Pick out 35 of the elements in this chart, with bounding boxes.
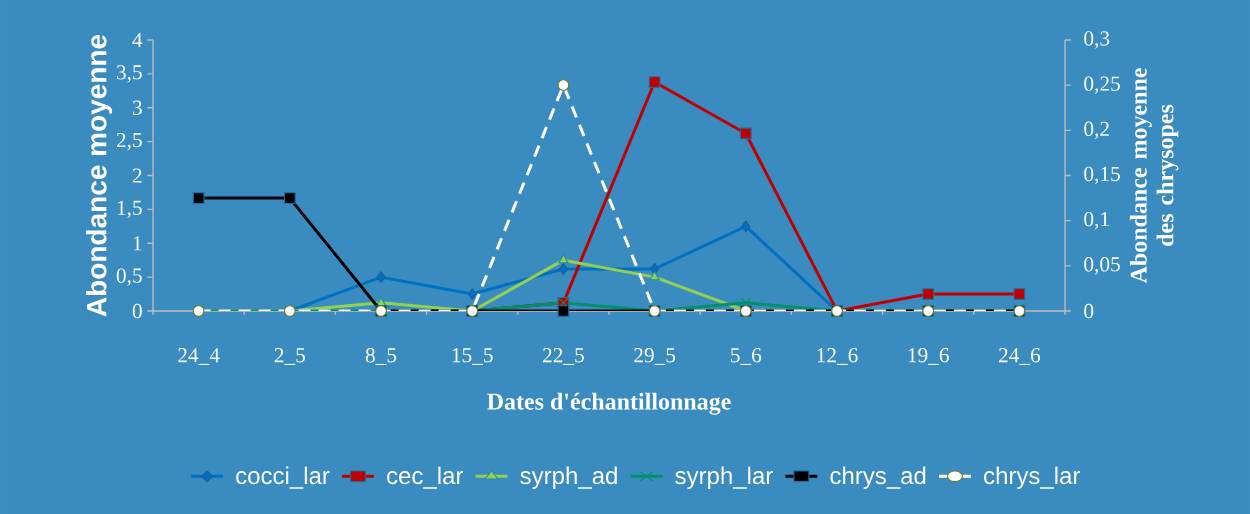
y2-tick-label: 0,1 [1084,211,1109,230]
y2-tick-label: 0 [1084,303,1094,319]
y-tick-label: 0,5 [116,268,142,286]
y-tick-label: 3,5 [116,65,142,83]
x-tick-label: 15_5 [452,348,493,365]
legend-label: chrys_lar [984,466,1080,489]
legend-label: syrph_lar [675,466,773,489]
x-tick-label: 12_6 [817,348,858,365]
y2-tick-label: 0,2 [1084,121,1109,140]
y2-axis-title: Abondance moyenne des chrysopes [1129,68,1179,284]
x-tick-label: 8_5 [365,348,397,365]
legend-label: cocci_lar [236,466,330,489]
legend-label: chrys_ad [830,466,926,489]
y-tick-label: 2,5 [116,132,142,151]
y-tick-label: 1,5 [117,200,142,219]
x-tick-label: 24_6 [999,348,1041,365]
y-tick-label: 1 [133,236,142,251]
y2-tick-label: 0,15 [1084,166,1120,185]
legend-label: cec_lar [387,466,464,489]
x-tick-label: 24_4 [178,348,220,365]
x-tick-label: 2_5 [274,348,305,365]
y2-tick-label: 0,3 [1084,31,1110,49]
x-tick-label: 19_6 [908,348,949,365]
x-tick-label: 5_6 [731,348,762,365]
y-tick-label: 0 [132,303,142,319]
y2-tick-label: 0,25 [1084,76,1120,94]
x-tick-label: 22_5 [543,348,584,365]
x-tick-label: 29_5 [634,348,676,365]
x-axis-title: Dates d'échantillonnage [487,392,731,415]
y-axis-title: Abondance moyenne [86,34,113,317]
y-tick-label: 2 [132,168,142,183]
legend-label: syrph_ad [520,466,617,489]
y-tick-label: 4 [132,32,143,48]
y2-tick-label: 0,05 [1084,257,1120,275]
y-tick-label: 3 [132,100,142,115]
